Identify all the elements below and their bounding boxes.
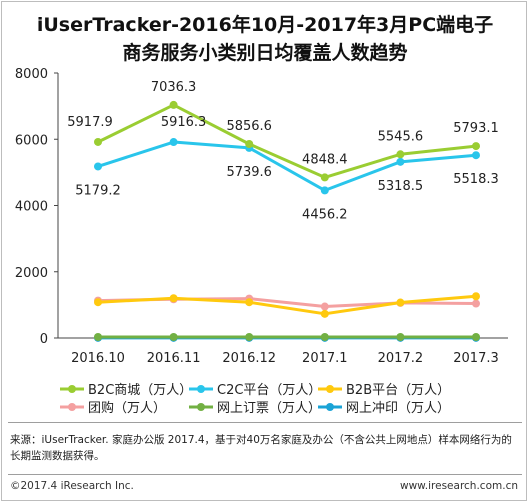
source-note: 来源：iUserTracker. 家庭办公版 2017.4，基于对40万名家庭及… xyxy=(10,434,512,462)
data-point-2 xyxy=(169,294,178,303)
chart-title-line1: iUserTracker-2016年10月-2017年3月PC端电子 xyxy=(36,14,494,36)
x-tick-label: 2017.3 xyxy=(453,351,499,366)
y-tick-label: 0 xyxy=(40,332,48,347)
legend-swatch-marker xyxy=(68,403,76,411)
data-point-1 xyxy=(169,138,178,147)
y-tick-label: 2000 xyxy=(15,266,48,281)
series-line-0 xyxy=(97,103,477,179)
data-point-4 xyxy=(169,333,178,342)
data-label: 5739.6 xyxy=(226,165,272,180)
data-point-1 xyxy=(396,157,405,166)
data-point-0 xyxy=(169,100,178,109)
data-point-1 xyxy=(472,151,480,160)
data-point-0 xyxy=(472,142,480,151)
legend-swatch-marker xyxy=(68,385,76,393)
legend-swatch-marker xyxy=(326,385,334,393)
data-label: 5179.2 xyxy=(75,183,121,198)
data-point-4 xyxy=(472,333,480,342)
copyright-text: ©2017.4 iResearch Inc. xyxy=(10,480,134,492)
data-point-1 xyxy=(320,186,329,195)
data-point-2 xyxy=(472,292,480,301)
x-tick-label: 2017.1 xyxy=(302,351,348,366)
x-tick-label: 2016.11 xyxy=(147,351,201,366)
data-point-3 xyxy=(472,299,480,308)
data-point-0 xyxy=(245,140,254,149)
website-text: www.iresearch.com.cn xyxy=(399,480,518,492)
legend-swatch-marker xyxy=(326,403,334,411)
divider-bottom xyxy=(8,474,522,475)
data-label: 4456.2 xyxy=(302,207,348,222)
y-tick-label: 4000 xyxy=(15,200,48,215)
legend-label: 网上冲印（万人） xyxy=(346,401,450,416)
data-label: 5916.3 xyxy=(161,115,207,130)
data-label: 5545.6 xyxy=(378,129,424,144)
data-point-2 xyxy=(94,298,102,307)
data-point-2 xyxy=(245,298,254,307)
data-point-2 xyxy=(320,309,329,318)
divider-top xyxy=(8,422,522,423)
data-label: 7036.3 xyxy=(151,80,197,95)
data-label: 5856.6 xyxy=(226,119,272,134)
data-point-3 xyxy=(320,302,329,311)
legend-label: 网上订票（万人） xyxy=(217,401,321,416)
data-point-2 xyxy=(396,298,405,307)
legend-label: 团购（万人） xyxy=(88,400,166,416)
data-point-4 xyxy=(94,333,102,342)
y-tick-label: 8000 xyxy=(15,67,48,82)
data-point-4 xyxy=(245,333,254,342)
data-point-0 xyxy=(94,137,102,146)
x-tick-label: 2016.12 xyxy=(222,351,276,366)
x-tick-label: 2016.10 xyxy=(71,351,125,366)
data-label: 5917.9 xyxy=(67,115,113,130)
chart-title-line2: 商务服务小类别日均覆盖人数趋势 xyxy=(122,42,408,64)
legend-label: B2B平台（万人） xyxy=(346,383,450,398)
series-line-2 xyxy=(97,294,477,316)
data-label: 4848.4 xyxy=(302,152,348,167)
data-label: 5318.5 xyxy=(378,179,424,194)
data-point-4 xyxy=(396,333,405,342)
legend-label: C2C平台（万人） xyxy=(217,383,321,398)
data-point-0 xyxy=(396,150,405,159)
data-point-4 xyxy=(320,333,329,342)
data-point-0 xyxy=(320,173,329,182)
legend-label: B2C商城（万人） xyxy=(88,383,192,398)
legend-swatch-marker xyxy=(197,385,205,393)
data-label: 5793.1 xyxy=(453,121,499,136)
x-tick-label: 2017.2 xyxy=(378,351,424,366)
series-line-1 xyxy=(97,140,477,192)
y-tick-label: 6000 xyxy=(15,133,48,148)
data-label: 5518.3 xyxy=(453,172,499,187)
data-point-1 xyxy=(94,162,102,171)
legend-swatch-marker xyxy=(197,403,205,411)
